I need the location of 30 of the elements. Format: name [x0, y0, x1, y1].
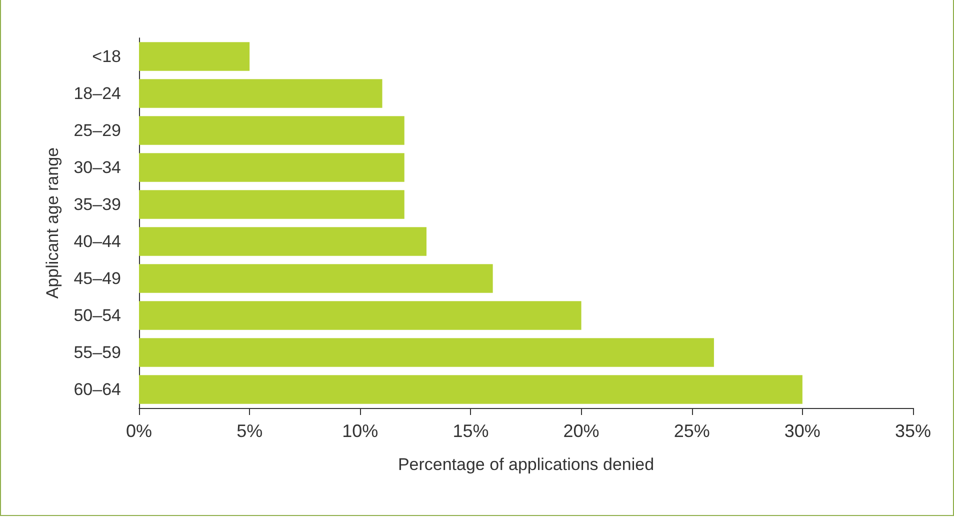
bar: [139, 264, 493, 293]
x-tick-label: 25%: [674, 421, 710, 441]
x-tick-label: 10%: [342, 421, 378, 441]
bar: [139, 375, 802, 404]
bar: [139, 79, 382, 108]
y-tick-label: 45–49: [74, 269, 121, 288]
bar: [139, 190, 404, 219]
bar: [139, 42, 250, 71]
x-tick-label: 30%: [784, 421, 820, 441]
x-tick-label: 35%: [894, 421, 932, 441]
bar: [139, 338, 714, 367]
y-tick-label: 40–44: [74, 232, 121, 251]
x-axis-title: Percentage of applications denied: [398, 455, 654, 474]
y-tick-label: 35–39: [74, 195, 121, 214]
y-tick-label: 60–64: [74, 380, 121, 399]
x-tick-label: 15%: [452, 421, 489, 441]
x-tick-label: 5%: [236, 421, 263, 441]
bar: [139, 301, 582, 330]
y-tick-label: 55–59: [74, 343, 121, 362]
y-tick-label: 18–24: [74, 84, 121, 103]
y-tick-label: 50–54: [74, 306, 121, 325]
bar: [139, 227, 426, 256]
x-tick-label: 0%: [126, 421, 152, 441]
bar: [139, 153, 404, 182]
y-axis-title: Applicant age range: [43, 147, 62, 299]
x-tick-label: 20%: [563, 421, 600, 441]
y-tick-label: <18: [92, 47, 121, 66]
bar: [139, 116, 404, 145]
y-tick-label: 30–34: [74, 158, 121, 177]
y-tick-label: 25–29: [74, 121, 121, 140]
